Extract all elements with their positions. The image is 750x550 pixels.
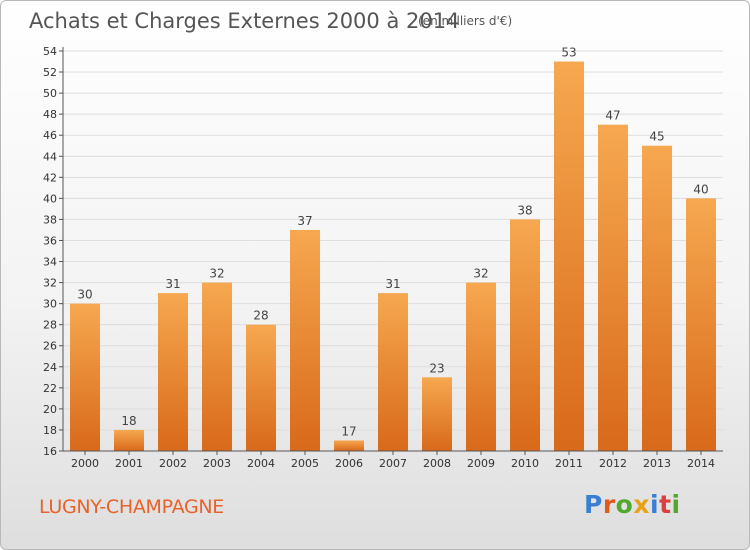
bar-2002 <box>158 293 188 451</box>
bar-2010 <box>510 219 540 451</box>
bar-2013 <box>642 145 672 451</box>
y-tick-label: 52 <box>43 66 57 79</box>
logo-letter: i <box>650 490 660 519</box>
x-tick-label: 2002 <box>159 457 187 470</box>
y-tick-label: 42 <box>43 171 57 184</box>
logo-letter: P <box>584 490 603 519</box>
y-tick-label: 30 <box>43 298 57 311</box>
y-tick-label: 40 <box>43 192 57 205</box>
x-tick-label: 2006 <box>335 457 363 470</box>
bar-2004 <box>246 324 276 451</box>
chart-title: Achats et Charges Externes 2000 à 2014 <box>29 9 460 33</box>
y-tick-label: 34 <box>43 256 57 269</box>
bar-value-label: 40 <box>693 182 708 196</box>
bar-value-label: 45 <box>649 130 664 144</box>
y-tick-label: 46 <box>43 129 57 142</box>
bar-value-label: 28 <box>253 309 268 323</box>
y-tick-label: 20 <box>43 403 57 416</box>
bar-2000 <box>70 303 100 451</box>
y-tick-label: 22 <box>43 382 57 395</box>
axes: 16 18 20 22 24 26 28 30 32 34 36 38 40 42 44 46 48 50 52 54… <box>43 45 723 470</box>
bar-value-label: 53 <box>561 46 576 60</box>
x-tick-label: 2001 <box>115 457 143 470</box>
y-tick-label: 18 <box>43 424 57 437</box>
bar-value-label: 31 <box>385 277 400 291</box>
logo-letter: o <box>615 490 634 519</box>
y-tick-label: 26 <box>43 340 57 353</box>
y-tick-label: 24 <box>43 361 57 374</box>
bar-value-label: 32 <box>209 267 224 281</box>
y-tick-label: 44 <box>43 150 57 163</box>
proxiti-logo: Proxiti <box>584 490 681 519</box>
y-tick-label: 32 <box>43 277 57 290</box>
x-tick-label: 2010 <box>511 457 539 470</box>
bar-2014 <box>686 198 716 451</box>
logo-letter: t <box>659 490 672 519</box>
bar-2009 <box>466 282 496 451</box>
bar-value-label: 38 <box>517 203 532 217</box>
y-tick-label: 16 <box>43 445 57 458</box>
y-tick-label: 28 <box>43 319 57 332</box>
bar-value-label: 23 <box>429 361 444 375</box>
logo-letter: x <box>633 490 650 519</box>
bar-2003 <box>202 282 232 451</box>
x-tick-label: 2009 <box>467 457 495 470</box>
x-tick-label: 2014 <box>687 457 715 470</box>
logo-letter: i <box>671 490 681 519</box>
bar-2011 <box>554 61 584 452</box>
x-tick-label: 2005 <box>291 457 319 470</box>
x-tick-label: 2004 <box>247 457 275 470</box>
chart-unit: (en milliers d'€) <box>418 14 513 28</box>
bars: 30 18 31 32 28 37 17 31 23 32 38 53 47 45 40 <box>70 46 716 452</box>
bar-2012 <box>598 124 628 452</box>
x-tick-label: 2000 <box>71 457 99 470</box>
y-tick-label: 38 <box>43 213 57 226</box>
x-tick-label: 2003 <box>203 457 231 470</box>
place-name: LUGNY-CHAMPAGNE <box>39 496 224 518</box>
x-tick-label: 2007 <box>379 457 407 470</box>
bar-value-label: 30 <box>77 288 92 302</box>
bar-2007 <box>378 293 408 451</box>
bar-2005 <box>290 229 320 451</box>
bar-value-label: 47 <box>605 109 620 123</box>
x-tick-label: 2011 <box>555 457 583 470</box>
x-tick-label: 2008 <box>423 457 451 470</box>
y-tick-label: 54 <box>43 45 57 58</box>
bar-2006 <box>334 440 364 451</box>
bar-value-label: 32 <box>473 267 488 281</box>
logo-letter: r <box>602 490 616 519</box>
y-tick-label: 50 <box>43 87 57 100</box>
bar-value-label: 31 <box>165 277 180 291</box>
bar-value-label: 17 <box>341 424 356 438</box>
bar-2001 <box>114 429 144 451</box>
bar-2008 <box>422 377 452 451</box>
bar-value-label: 37 <box>297 214 312 228</box>
y-tick-label: 36 <box>43 234 57 247</box>
y-tick-label: 48 <box>43 108 57 121</box>
x-tick-label: 2013 <box>643 457 671 470</box>
bar-value-label: 18 <box>121 414 136 428</box>
x-tick-label: 2012 <box>599 457 627 470</box>
